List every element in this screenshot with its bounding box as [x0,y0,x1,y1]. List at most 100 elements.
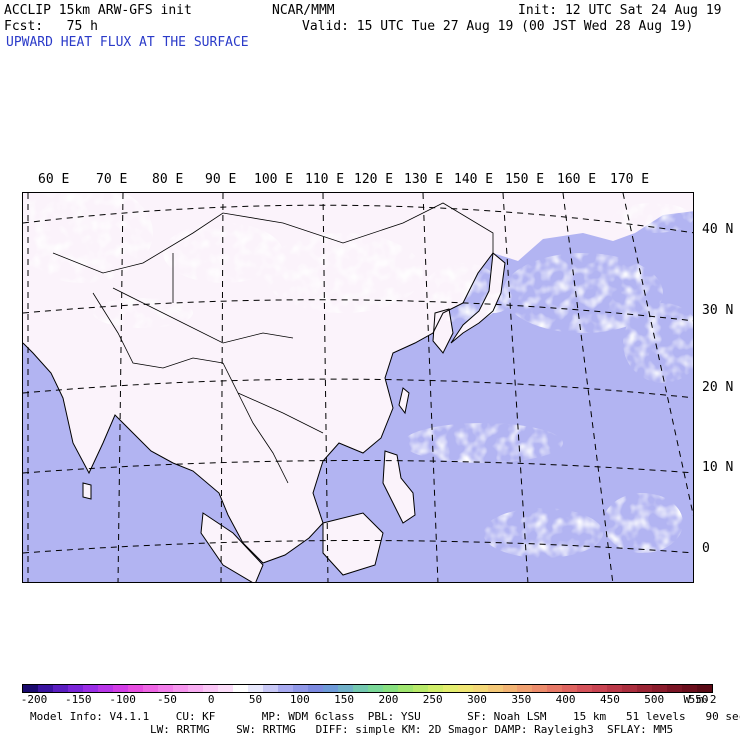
colorbar-swatch [262,685,278,692]
model-info-line-1: Model Info: V4.1.1 CU: KF MP: WDM 6class… [30,710,740,723]
colorbar-swatch [697,685,713,692]
colorbar-tick-label: 150 [334,693,355,706]
colorbar-swatch [127,685,143,692]
colorbar-swatch [172,685,188,692]
model-info-line-2: LW: RRTMG SW: RRTMG DIFF: simple KM: 2D … [150,723,674,736]
colorbar-swatch [337,685,353,692]
longitude-label: 90 E [205,172,237,187]
latitude-label: 20 N [702,380,734,395]
colorbar-tick-label: 200 [378,693,399,706]
colorbar-swatch [52,685,68,692]
colorbar-tick-label: 550 [688,693,709,706]
colorbar-tick-label: -50 [156,693,177,706]
latitude-label: 10 N [702,460,734,475]
colorbar-swatch [427,685,443,692]
colorbar-swatch [667,685,683,692]
colorbar-swatch [382,685,398,692]
colorbar-tick-label: -200 [20,693,48,706]
colorbar-swatch [187,685,203,692]
philippines-landmass [383,451,415,523]
colorbar-tick-label: 500 [644,693,665,706]
taiwan-landmass [399,388,409,413]
longitude-label: 70 E [96,172,128,187]
field-title: UPWARD HEAT FLUX AT THE SURFACE [6,35,249,50]
colorbar-swatch [322,685,338,692]
colorbar-tick-label: 50 [248,693,263,706]
ocean-white-patches [403,423,683,558]
colorbar-swatch [247,685,263,692]
colorbar-tick-label: -150 [65,693,92,706]
colorbar-swatch [457,685,473,692]
init-time: Init: 12 UTC Sat 24 Aug 19 [518,3,722,18]
colorbar-swatch [352,685,368,692]
colorbar-swatch [502,685,518,692]
latitude-label: 30 N [702,303,734,318]
colorbar-swatch [23,685,38,692]
org-label: NCAR/MMM [272,3,335,18]
colorbar-swatch [517,685,533,692]
sri-lanka-landmass [83,483,91,499]
colorbar-swatch [82,685,98,692]
colorbar-swatch [37,685,53,692]
colorbar-swatch [112,685,128,692]
valid-time: Valid: 15 UTC Tue 27 Aug 19 (00 JST Wed … [302,19,694,34]
map-canvas [23,193,693,582]
colorbar-swatch [562,685,578,692]
longitude-label: 170 E [610,172,650,187]
positive-flux-patches [93,253,693,383]
colorbar-swatch [397,685,413,692]
colorbar-tick-label: -100 [109,693,136,706]
country-borders [52,202,494,484]
colorbar-unit: W m-2 [683,693,717,706]
colorbar-swatch [202,685,218,692]
longitude-label: 110 E [305,172,345,187]
longitude-label: 80 E [152,172,184,187]
latitude-label: 40 N [702,222,734,237]
model-title: ACCLIP 15km ARW-GFS init [4,3,192,18]
colorbar-swatch [157,685,173,692]
colorbar-swatch [292,685,308,692]
longitude-label: 140 E [454,172,494,187]
colorbar-swatch [607,685,623,692]
colorbar-tick-label: 100 [289,693,310,706]
colorbar-swatch [682,685,698,692]
colorbar-swatch [472,685,488,692]
sumatra-landmass [201,513,263,582]
colorbar-swatch [67,685,83,692]
colorbar-swatch [532,685,548,692]
colorbar-swatch [142,685,158,692]
longitude-label: 160 E [557,172,597,187]
colorbar-swatch [367,685,383,692]
longitude-label: 150 E [505,172,545,187]
colorbar-tick-label: 250 [422,693,443,706]
colorbar [22,684,713,693]
longitude-label: 130 E [404,172,444,187]
colorbar-swatch [487,685,503,692]
colorbar-tick-label: 350 [511,693,532,706]
borneo-landmass [323,513,383,575]
colorbar-swatch [652,685,668,692]
colorbar-swatch [277,685,293,692]
colorbar-swatch [592,685,608,692]
colorbar-tick-label: 300 [467,693,487,706]
heat-flux-map [22,192,694,583]
colorbar-tick-label: 400 [555,693,576,706]
graticule [23,193,693,582]
longitude-label: 60 E [38,172,70,187]
colorbar-swatch [637,685,653,692]
longitude-label: 120 E [354,172,394,187]
coastlines [23,252,506,582]
colorbar-swatch [442,685,458,692]
colorbar-swatch [307,685,323,692]
asia-landmass [23,193,693,563]
colorbar-swatch [547,685,563,692]
forecast-hour: Fcst: 75 h [4,19,98,34]
longitude-label: 100 E [254,172,294,187]
colorbar-swatch [217,685,233,692]
latitude-label: 0 [702,541,710,556]
colorbar-swatch [577,685,593,692]
negative-flux-patches [23,193,693,323]
colorbar-swatch [622,685,638,692]
colorbar-tick-label: 450 [599,693,620,706]
colorbar-swatch [232,685,248,692]
